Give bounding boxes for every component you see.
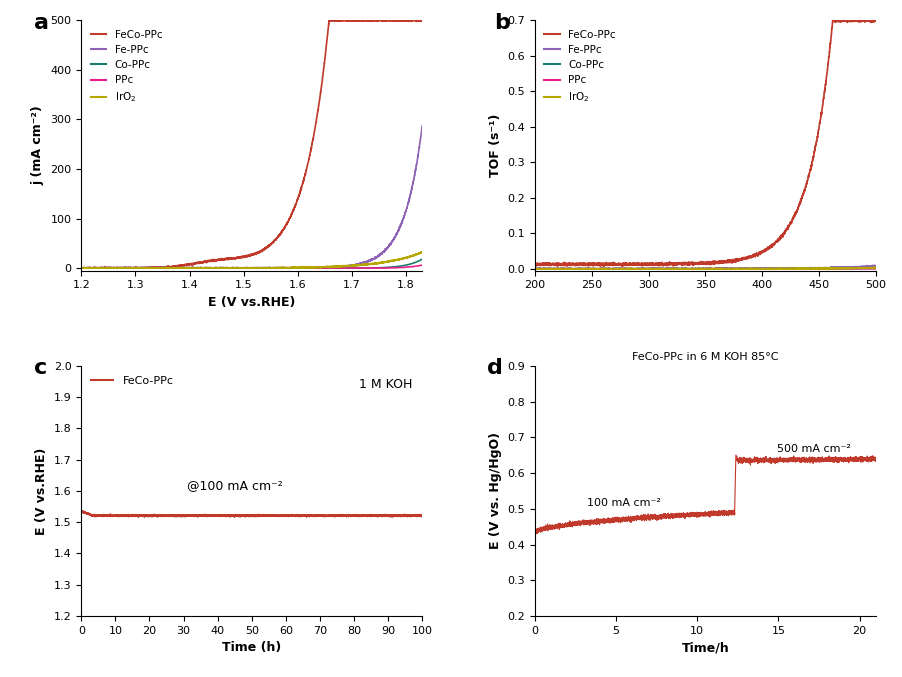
Co-PPc <box>373 264 384 272</box>
Line: Fe-PPc: Fe-PPc <box>81 125 422 268</box>
Text: c: c <box>33 358 47 378</box>
FeCo-PPc <box>417 16 428 24</box>
Text: @100 mA cm⁻²: @100 mA cm⁻² <box>187 479 282 492</box>
IrO$_2$ <box>373 259 384 267</box>
PPc <box>417 261 428 269</box>
IrO$_2$ <box>417 248 428 256</box>
Co-PPc <box>207 264 217 272</box>
Y-axis label: TOF (s⁻¹): TOF (s⁻¹) <box>488 114 502 177</box>
IrO$_2$ <box>115 264 125 272</box>
Legend: FeCo-PPc: FeCo-PPc <box>87 371 178 390</box>
IrO$_2$ <box>207 264 217 272</box>
Fe-PPc <box>207 264 217 272</box>
Fe-PPc <box>417 121 428 129</box>
FeCo-PPc <box>76 264 87 272</box>
FeCo-PPc <box>135 264 146 272</box>
Fe-PPc <box>115 264 125 272</box>
IrO$_2$ <box>76 264 87 272</box>
IrO$_2$ <box>410 250 420 259</box>
Line: PPc: PPc <box>81 265 422 268</box>
Co-PPc <box>417 255 428 263</box>
Fe-PPc <box>410 166 420 174</box>
FeCo-PPc <box>115 264 125 272</box>
FeCo-PPc <box>221 255 232 263</box>
Text: 1 M KOH: 1 M KOH <box>358 378 411 391</box>
Co-PPc <box>134 264 145 272</box>
Co-PPc <box>115 264 125 272</box>
Y-axis label: j (mA cm⁻²): j (mA cm⁻²) <box>32 106 45 185</box>
PPc <box>115 264 125 272</box>
Legend: FeCo-PPc, Fe-PPc, Co-PPc, PPc, IrO$_2$: FeCo-PPc, Fe-PPc, Co-PPc, PPc, IrO$_2$ <box>539 26 620 108</box>
FeCo-PPc <box>76 264 87 272</box>
Co-PPc <box>76 264 87 272</box>
Fe-PPc <box>134 264 145 272</box>
Fe-PPc <box>76 264 87 272</box>
PPc <box>76 264 87 272</box>
Line: IrO$_2$: IrO$_2$ <box>81 252 422 268</box>
PPc <box>221 264 232 272</box>
FeCo-PPc <box>373 16 384 24</box>
Co-PPc <box>221 264 232 272</box>
IrO$_2$ <box>416 248 427 256</box>
Y-axis label: E (V vs. Hg/HgO): E (V vs. Hg/HgO) <box>488 433 502 550</box>
Text: d: d <box>486 358 502 378</box>
Y-axis label: E (V vs.RHE): E (V vs.RHE) <box>35 447 48 535</box>
IrO$_2$ <box>221 264 232 272</box>
Fe-PPc <box>221 263 232 271</box>
Text: 100 mA cm⁻²: 100 mA cm⁻² <box>586 498 660 508</box>
X-axis label: Time/h: Time/h <box>681 641 729 655</box>
X-axis label: E (V vs.RHE): E (V vs.RHE) <box>207 296 295 309</box>
Text: a: a <box>33 13 49 32</box>
Fe-PPc <box>373 252 384 260</box>
Legend: FeCo-PPc, Fe-PPc, Co-PPc, PPc, IrO$_2$: FeCo-PPc, Fe-PPc, Co-PPc, PPc, IrO$_2$ <box>87 26 166 108</box>
Text: 500 mA cm⁻²: 500 mA cm⁻² <box>777 443 851 454</box>
Co-PPc <box>410 258 420 266</box>
Title: FeCo-PPc in 6 M KOH 85°C: FeCo-PPc in 6 M KOH 85°C <box>631 352 778 362</box>
Line: FeCo-PPc: FeCo-PPc <box>81 20 422 268</box>
FeCo-PPc <box>323 16 334 24</box>
IrO$_2$ <box>134 264 145 272</box>
PPc <box>373 264 384 272</box>
X-axis label: Time (h): Time (h) <box>222 641 281 655</box>
Text: b: b <box>493 13 510 32</box>
PPc <box>410 262 420 270</box>
FeCo-PPc <box>410 16 421 24</box>
PPc <box>134 264 145 272</box>
FeCo-PPc <box>207 257 217 265</box>
PPc <box>207 264 217 272</box>
Line: Co-PPc: Co-PPc <box>81 259 422 268</box>
